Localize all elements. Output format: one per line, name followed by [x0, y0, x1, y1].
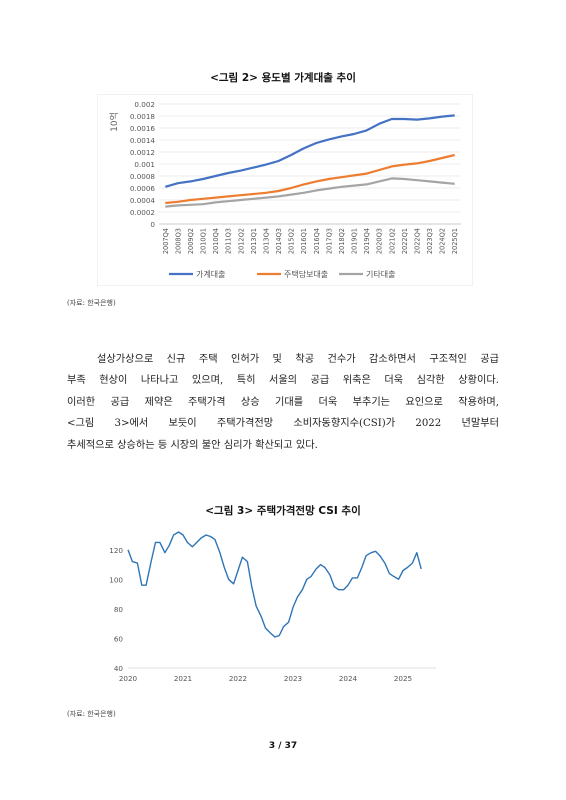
figure3-series-line	[127, 531, 422, 638]
paragraph-line: 이러한 공급 제약은 주택가격 상승 기대를 더욱 부추기는 요인으로 작용하며…	[67, 396, 499, 408]
figure3-xtick-label: 2020	[119, 674, 138, 683]
figure2-xtick-label: 2025Q1	[451, 228, 459, 254]
figure2-legend-label: 주택담보대출	[284, 269, 328, 279]
figure2-ytick-label: 0.0016	[130, 124, 156, 133]
paragraph-line: <그림 3>에서 보듯이 주택가격전망 소비자동향지수(CSI)가 2022 년…	[67, 418, 499, 430]
figure2-series-line	[165, 177, 455, 208]
paragraph-line: 설상가상으로 신규 주택 인허가 및 착공 건수가 감소하면서 구조적인 공급	[97, 354, 499, 365]
figure2-xtick-label: 2020Q3	[376, 228, 384, 254]
figure2-xtick-label: 2021Q2	[388, 228, 396, 254]
figure2-ytick-label: 0.0002	[130, 208, 155, 217]
figure2-xtick-label: 2007Q4	[162, 228, 170, 254]
figure2-xtick-label: 2016Q1	[300, 228, 308, 254]
figure2-series-line	[165, 153, 455, 205]
figure2-ytick-label: 0.002	[134, 100, 155, 109]
figure2-xtick-label: 2015Q2	[288, 228, 296, 254]
figure3-xtick-label: 2021	[174, 674, 192, 683]
figure2-legend-label: 가계대출	[196, 269, 225, 279]
figure2-xtick-label: 2014Q3	[275, 228, 283, 254]
figure3-xtick-label: 2022	[229, 674, 247, 683]
figure3-ytick-label: 120	[109, 546, 123, 555]
figure2-source: (자료: 한국은행)	[67, 299, 116, 307]
figure3-xtick-label: 2024	[339, 674, 358, 683]
figure3-source: (자료: 한국은행)	[67, 710, 116, 718]
figure2-xtick-label: 2016Q4	[313, 228, 321, 254]
figure2-xtick-label: 2010Q4	[212, 228, 220, 254]
figure3-xtick-label: 2023	[284, 674, 302, 683]
figure3-ytick-label: 100	[109, 575, 123, 584]
figure2-title: <그림 2> 용도별 가계대출 추이	[210, 72, 356, 84]
figure2-xtick-label: 2022Q4	[413, 228, 421, 254]
figure2-ytick-label: 0.0004	[130, 196, 156, 205]
figure2-ylabel: 10억	[108, 112, 120, 132]
figure2-xtick-label: 2017Q3	[325, 228, 333, 254]
figure2-xtick-label: 2008Q3	[174, 228, 182, 254]
figure3-ytick-label: 80	[114, 605, 124, 614]
figure3-svg: 120 100 80 60 40 2020 2021 2022 2023 2024 2025	[104, 527, 454, 689]
figure2-xtick-label: 2018Q2	[338, 228, 346, 254]
figure2-ytick-label: 0.0006	[130, 184, 156, 193]
figure3-ytick-label: 60	[114, 634, 124, 643]
paragraph-line: 추세적으로 상승하는 등 시장의 불안 심리가 확산되고 있다.	[67, 439, 318, 451]
figure2-xtick-label: 2013Q1	[250, 228, 258, 254]
figure2-legend-label: 기타대출	[366, 269, 395, 279]
figure3-chart: 120 100 80 60 40 2020 2021 2022 2023 2024 2025	[104, 527, 454, 689]
figure2-series-line	[164, 114, 455, 188]
figure2-xtick-label: 2019Q1	[351, 228, 359, 254]
paragraph-line: 부족 현상이 나타나고 있으며, 특히 서울의 공급 위축은 더욱 심각한 상황…	[67, 375, 499, 387]
figure2-ytick-label: 0.0008	[130, 172, 156, 181]
figure2-xtick-label: 2023Q3	[426, 228, 434, 254]
page-number: 3 / 37	[268, 741, 298, 751]
figure2-ytick-label: 0.0014	[130, 136, 156, 145]
figure3-title: <그림 3> 주택가격전망 CSI 추이	[205, 505, 361, 517]
figure2-chart: 0.002 0.0018 0.0016 0.0014 0.0012 0.001 0.0008…	[96, 93, 474, 287]
figure2-svg: 0.002 0.0018 0.0016 0.0014 0.0012 0.001 0.0008…	[96, 93, 474, 287]
figure2-xtick-label: 2012Q2	[237, 228, 245, 254]
figure2-xtick-label: 2011Q3	[225, 228, 233, 254]
figure3-ytick-label: 40	[114, 664, 124, 673]
figure2-ytick-label: 0.0012	[130, 148, 155, 157]
figure2-xtick-label: 2009Q2	[187, 228, 195, 254]
body-paragraph: 설상가상으로 신규 주택 인허가 및 착공 건수가 감소하면서 구조적인 공급 …	[67, 349, 499, 456]
figure2-ytick-label: 0.001	[134, 160, 155, 169]
figure2-ytick-label: 0	[150, 220, 155, 229]
figure2-xtick-label: 2024Q2	[439, 228, 447, 254]
figure2-xtick-label: 2013Q4	[262, 228, 270, 254]
figure2-xtick-label: 2022Q1	[401, 228, 409, 254]
figure2-xtick-label: 2010Q1	[200, 228, 208, 254]
figure3-xtick-label: 2025	[394, 674, 412, 683]
figure2-ytick-label: 0.0018	[130, 112, 156, 121]
figure2-xtick-label: 2019Q4	[363, 228, 371, 254]
